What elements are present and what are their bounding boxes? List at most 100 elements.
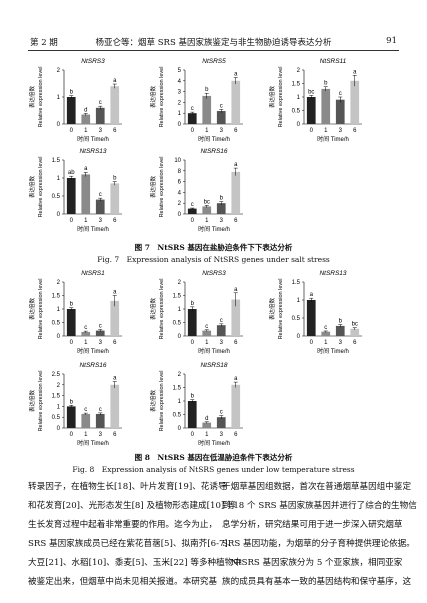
y-label: 表达倍数 (28, 86, 36, 109)
y-tick-label: 1 (57, 404, 61, 410)
annotation: ab (68, 170, 75, 176)
x-tick-label: 1 (205, 218, 209, 224)
y-tick-label: 0 (57, 334, 61, 340)
x-tick-label: 1 (324, 340, 328, 346)
bar (231, 171, 241, 214)
y-tick-label: 1 (57, 176, 61, 182)
annotation: c (339, 91, 342, 97)
y-label: Relative expression level (159, 279, 165, 340)
bar (187, 208, 197, 214)
annotation: c (99, 407, 102, 413)
bar (187, 309, 197, 336)
annotation: c (84, 325, 87, 331)
text-line: SRS 基因家族成员已经在紫花苜蓿[5]、拟南芥[6-7]、 (28, 539, 237, 549)
annotation: c (84, 407, 87, 413)
y-tick-label: 1 (57, 307, 61, 313)
annotation: b (70, 399, 74, 405)
text-line: 生长发育过程中起着非常重要的作用。迄今为止， (28, 520, 218, 530)
x-tick-label: 3 (99, 128, 103, 134)
bar (110, 183, 120, 214)
y-tick-label: 0 (178, 212, 182, 218)
y-tick-label: 1.5 (292, 82, 301, 88)
x-tick-label: 6 (113, 432, 117, 438)
annotation: c (99, 324, 102, 330)
y-label: Relative expression level (278, 67, 284, 128)
y-tick-label: 1.5 (173, 386, 182, 392)
x-tick-label: 6 (353, 128, 357, 134)
annotation: a (113, 290, 117, 296)
x-tick-label: 6 (234, 432, 238, 438)
x-tick-label: 6 (113, 128, 117, 134)
y-tick-label: 1.5 (52, 294, 61, 300)
y-tick-label: 0 (178, 426, 182, 432)
annotation: a (234, 72, 238, 78)
y-tick-label: 1 (178, 111, 182, 117)
text-line: NtSRS 基因家族分为 5 个亚家族，相同亚家 (222, 558, 403, 568)
x-tick-label: 1 (84, 432, 88, 438)
bar (216, 111, 226, 124)
chart-title: NtSRS5 (202, 58, 226, 65)
chart-title: NtSRS13 (319, 270, 346, 277)
y-label: 表达倍数 (28, 298, 36, 321)
x-label: 时间 Time/h (317, 347, 349, 355)
annotation: b (70, 302, 74, 308)
chart-title: NtSRS16 (200, 148, 227, 155)
x-tick-label: 3 (220, 128, 224, 134)
bar (335, 99, 345, 124)
annotation: c (324, 325, 327, 331)
header-center: 杨亚仑等：烟草 SRS 基因家族鉴定与非生物胁迫诱导表达分析 (95, 38, 332, 48)
annotation: b (324, 81, 328, 87)
y-tick-label: 0 (57, 122, 61, 128)
bar (187, 113, 197, 124)
annotation: a (310, 292, 314, 298)
x-tick-label: 6 (113, 218, 117, 224)
chart-title: NtSRS16 (79, 362, 106, 369)
x-tick-label: 0 (70, 218, 74, 224)
annotation: bc (308, 89, 314, 95)
annotation: c (220, 410, 223, 416)
caption-en: Fig. 8 Expression analysis of NtSRS gene… (72, 465, 355, 474)
annotation: a (234, 376, 238, 382)
bar (321, 331, 331, 336)
y-tick-label: 1 (57, 95, 61, 101)
x-label: 时间 Time/h (317, 135, 349, 143)
x-tick-label: 6 (234, 340, 238, 346)
chart-title: NtSRS3 (81, 58, 105, 65)
annotation: b (220, 196, 224, 202)
y-tick-label: 0 (178, 122, 182, 128)
x-tick-label: 6 (113, 340, 117, 346)
x-tick-label: 1 (84, 218, 88, 224)
header-right: 91 (386, 36, 397, 46)
bar (81, 174, 91, 214)
x-tick-label: 1 (324, 128, 328, 134)
bar (81, 331, 91, 336)
text-line: 到 18 个 SRS 基因家族基因并进行了综合的生物信 (222, 501, 417, 511)
y-tick-label: 3 (178, 90, 182, 96)
text-line: 大豆[21]、水稻[10]、黍麦[5]、玉米[22] 等多种植物中 (28, 558, 242, 568)
y-label: Relative expression level (159, 157, 165, 218)
y-tick-label: 2 (178, 100, 182, 106)
x-label: 时间 Time/h (77, 347, 109, 355)
header-rule (28, 50, 399, 51)
y-label: 表达倍数 (149, 176, 157, 199)
x-tick-label: 0 (191, 218, 195, 224)
x-tick-label: 0 (310, 128, 314, 134)
y-tick-label: 5 (178, 68, 182, 74)
annotation: bc (352, 322, 358, 328)
annotation: a (353, 69, 357, 75)
y-tick-label: 1 (178, 399, 182, 405)
x-tick-label: 1 (84, 128, 88, 134)
text-line: 转录因子，在植物生长[18]、叶片发育[19]、花诱导 (28, 482, 227, 492)
x-tick-label: 3 (220, 432, 224, 438)
annotation: b (70, 90, 74, 96)
text-column: 于烟草基因组数据，首次在普通烟草基因组中鉴定到 18 个 SRS 基因家族基因并… (222, 478, 417, 592)
y-tick-label: 2 (297, 68, 301, 74)
y-tick-label: 1.5 (52, 394, 61, 400)
bar (306, 97, 316, 124)
y-tick-label: 0 (297, 122, 301, 128)
x-tick-label: 1 (205, 340, 209, 346)
x-tick-label: 3 (339, 128, 343, 134)
header-left: 第 2 期 (30, 38, 58, 48)
